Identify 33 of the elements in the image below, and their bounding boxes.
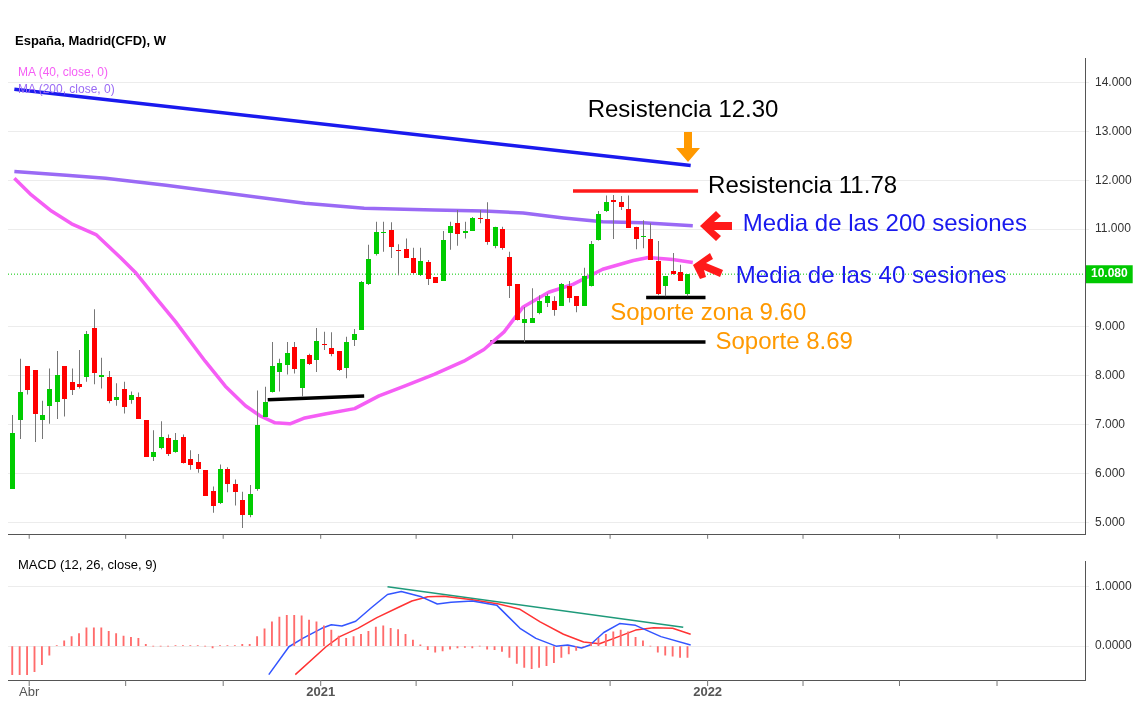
candlestick <box>611 194 616 239</box>
y-tick-label: 13.000 <box>1095 123 1133 138</box>
y-tick-label: 12.000 <box>1095 172 1133 187</box>
annotation: Media de las 40 sesiones <box>735 261 1007 289</box>
candlestick <box>381 221 386 252</box>
candlestick <box>478 210 483 224</box>
x-tick-label: 2021 <box>306 684 336 700</box>
candlestick <box>114 383 119 406</box>
candlestick <box>99 357 104 389</box>
annotation: Soporte zona 9.60 <box>610 298 807 326</box>
x-tick-label: 2022 <box>693 684 723 700</box>
y-tick-label: 6.000 <box>1095 465 1126 480</box>
y-tick-label: 5.000 <box>1095 514 1126 529</box>
y-tick-label: 9.000 <box>1095 319 1126 334</box>
y-tick-label: 8.000 <box>1095 368 1126 383</box>
candlestick <box>77 349 82 389</box>
annotation: Resistencia 11.78 <box>708 170 898 198</box>
ref-line-label: 10.080 <box>1091 266 1129 281</box>
y-tick-label: 7.000 <box>1095 417 1126 432</box>
y-tick-label: 14.000 <box>1095 74 1133 89</box>
chart-title: España, Madrid(CFD), W <box>15 33 166 48</box>
y-tick-label: 0.0000 <box>1095 638 1133 653</box>
candlestick <box>322 331 327 350</box>
y-tick-label: 1.0000 <box>1095 579 1133 594</box>
text: MA (40, close, 0) <box>18 65 109 80</box>
candlestick <box>396 244 401 276</box>
candlestick <box>641 220 646 249</box>
y-tick-label: 11.000 <box>1095 221 1132 236</box>
annotation: Resistencia 12.30 <box>587 95 779 123</box>
x-tick-label: Abr <box>19 684 40 700</box>
chart-title: MACD (12, 26, close, 9) <box>18 557 157 572</box>
annotation: Media de las 200 sesiones <box>742 209 1027 237</box>
annotation: Soporte 8.69 <box>715 326 853 354</box>
